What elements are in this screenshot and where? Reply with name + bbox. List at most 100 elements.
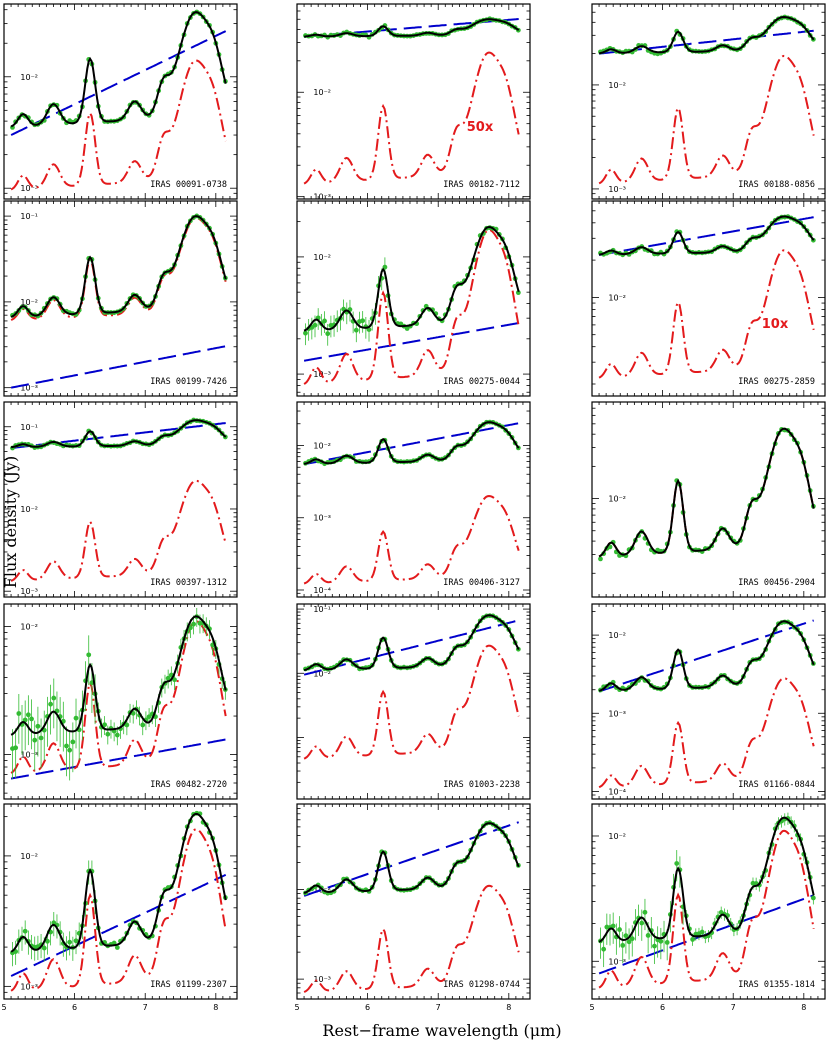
observed-point <box>73 938 79 944</box>
observed-point <box>601 946 607 952</box>
plot-area <box>303 419 521 585</box>
observed-point <box>690 937 696 942</box>
y-tick-label: 10⁻³ <box>313 193 331 202</box>
panel-iras-00406-3127: 10⁻⁴ 10⁻³ 10⁻² IRAS 00406-3127 <box>296 401 531 598</box>
panel-label: IRAS 00406-3127 <box>443 578 520 588</box>
observed-point <box>699 929 705 935</box>
observed-point <box>124 722 130 728</box>
panel-label: IRAS 00482-2720 <box>150 780 227 790</box>
observed-points <box>598 14 816 57</box>
panel-frame <box>3 803 238 1000</box>
total-model-line <box>303 225 520 332</box>
pah-series-line <box>598 249 815 379</box>
observed-point <box>64 743 69 749</box>
plot-area <box>10 810 228 992</box>
pah-series-line <box>598 829 815 989</box>
panel-grid: 10⁻³ 10⁻² IRAS 00091-0738 10⁻³ 10⁻² IRAS 0018… <box>1 3 826 1012</box>
observed-point <box>312 322 318 328</box>
panel-label: IRAS 01199-2307 <box>150 980 227 990</box>
y-tick-label: 10⁻³ <box>20 384 38 393</box>
y-tick-label: 10⁻² <box>608 81 626 90</box>
observed-points <box>598 812 816 968</box>
observed-points <box>10 607 228 781</box>
pah-series-line <box>303 51 520 185</box>
observed-point <box>664 940 670 945</box>
pah-series-line <box>10 828 227 992</box>
observed-point <box>598 556 603 562</box>
y-tick-label: 10⁻¹ <box>20 212 38 221</box>
observed-point <box>658 938 664 944</box>
y-tick-label: 10⁻³ <box>313 514 331 523</box>
y-tick-label: 10⁻² <box>608 631 626 640</box>
y-tick-label: 10⁻² <box>313 253 331 262</box>
y-tick-label: 10⁻¹ <box>20 423 38 432</box>
y-tick-label: 10⁻³ <box>608 185 626 194</box>
continuum-series-line <box>303 322 519 362</box>
x-tick-label: 6 <box>72 1003 77 1012</box>
y-tick-label: 10⁻⁴ <box>313 586 331 595</box>
observed-point <box>13 745 19 751</box>
panel-label: IRAS 01003-2238 <box>443 780 520 790</box>
panel-label: IRAS 00199-7426 <box>150 377 227 387</box>
observed-point <box>172 677 177 683</box>
total-model-line <box>598 816 815 943</box>
observed-point <box>626 939 632 945</box>
pah-series-line <box>303 884 520 993</box>
x-axis-title: Rest−frame wavelength (μm) <box>322 1021 561 1040</box>
pah-series-line <box>598 54 815 185</box>
panel-iras-01003-2238: 10⁻² 10⁻¹ IRAS 01003-2238 <box>296 603 531 800</box>
plot-area <box>303 16 521 185</box>
pah-series-line <box>10 216 227 321</box>
x-tick-label: 5 <box>589 1003 594 1012</box>
observed-point <box>114 732 120 738</box>
total-model-line <box>598 427 815 558</box>
total-model-line <box>303 614 520 672</box>
y-tick-label: 10⁻⁴ <box>608 787 626 796</box>
y-tick-label: 10⁻³ <box>313 975 331 984</box>
x-tick-label: 5 <box>294 1003 299 1012</box>
plot-area <box>10 213 228 389</box>
y-tick-label: 10⁻² <box>608 293 626 302</box>
panel-frame <box>3 3 238 200</box>
panel-frame <box>591 3 826 200</box>
panel-label: IRAS 00275-2859 <box>738 377 815 387</box>
y-axis-title: Flux density (Jy) <box>1 456 20 588</box>
total-model-line <box>10 11 227 128</box>
x-tick-label: 6 <box>660 1003 665 1012</box>
panel-iras-00091-0738: 10⁻³ 10⁻² IRAS 00091-0738 <box>3 3 238 200</box>
x-tick-label: 7 <box>731 1003 736 1012</box>
panel-iras-00188-0856: 10⁻³ 10⁻² IRAS 00188-0856 <box>591 3 826 200</box>
panel-frame <box>591 603 826 800</box>
y-tick-label: 10⁻² <box>313 88 331 97</box>
y-tick-label: 10⁻² <box>608 832 626 841</box>
observed-point <box>325 331 331 337</box>
y-tick-label: 10⁻² <box>313 441 331 450</box>
total-model-line <box>303 421 520 465</box>
observed-point <box>114 945 120 950</box>
panel-iras-01199-2307: 5 6 7 8 10⁻³ 10⁻² IRAS 01199-2307 <box>1 803 238 1012</box>
observed-point <box>623 933 629 939</box>
panel-label: IRAS 00397-1312 <box>150 578 227 588</box>
observed-points <box>10 9 228 130</box>
panel-iras-00397-1312: 10⁻³ 10⁻² 10⁻¹ IRAS 00397-1312 <box>3 401 238 598</box>
observed-point <box>45 938 50 944</box>
panel-frame <box>296 3 531 200</box>
observed-point <box>140 722 146 728</box>
observed-point <box>35 723 41 729</box>
observed-point <box>102 722 108 728</box>
scale-factor-label: 50x <box>467 120 494 135</box>
pah-series-line <box>598 427 815 558</box>
total-model-line <box>303 822 520 894</box>
observed-point <box>639 920 645 926</box>
total-model-line <box>10 215 227 318</box>
observed-point <box>146 714 152 720</box>
observed-point <box>642 909 648 915</box>
panel-iras-00182-7112: 10⁻³ 10⁻² IRAS 00182-7112 50x <box>296 3 531 202</box>
panel-frame <box>296 603 531 800</box>
plot-area <box>10 607 228 781</box>
panel-label: IRAS 00188-0856 <box>738 180 815 190</box>
continuum-series-line <box>598 619 815 693</box>
observed-points <box>303 613 521 672</box>
pah-series-line <box>303 494 520 585</box>
